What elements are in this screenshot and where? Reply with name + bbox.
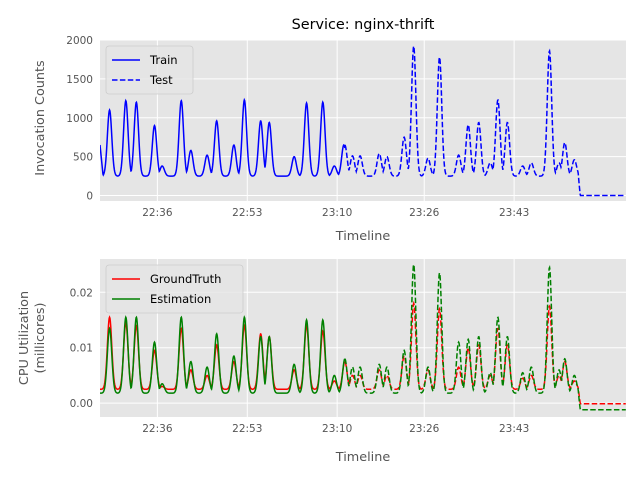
- series-line-train: [100, 97, 346, 177]
- x-tick-label: 23:43: [499, 423, 529, 435]
- x-tick-label: 23:26: [409, 423, 440, 435]
- y-axis-label-line-1: CPU Utilization: [17, 291, 32, 385]
- invocation-chart: Service: nginx-thrift 0 500 1000 1500 2000 2…: [33, 17, 626, 244]
- x-tick-label: 22:36: [142, 423, 173, 435]
- x-tick-labels: 22:36 22:53 23:10 23:26 23:43: [142, 423, 529, 435]
- series-line-groundtruth-projection: [344, 300, 626, 405]
- x-tick-label: 23:43: [499, 207, 529, 219]
- x-tick-label: 23:26: [409, 207, 440, 219]
- cpu-chart: 0.00 0.01 0.02 22:36 22:53 23:10 23:26 23:43 T…: [17, 259, 626, 465]
- x-axis-label: Timeline: [335, 450, 391, 465]
- legend-label: GroundTruth: [150, 272, 221, 286]
- legend-box: [105, 264, 244, 314]
- legend: GroundTruth Estimation: [105, 264, 244, 314]
- chart-title: Service: nginx-thrift: [292, 17, 435, 33]
- x-axis-label: Timeline: [335, 229, 391, 244]
- y-tick-label: 1000: [66, 113, 93, 125]
- y-tick-label: 0.02: [70, 287, 93, 299]
- y-tick-label: 1500: [66, 74, 93, 86]
- series-line-estimation-projection: [344, 264, 626, 411]
- legend-box: [105, 45, 194, 95]
- y-tick-labels: 0.00 0.01 0.02: [70, 287, 93, 410]
- y-tick-label: 0: [86, 191, 93, 203]
- series-group: [100, 46, 626, 197]
- y-tick-labels: 0 500 1000 1500 2000: [66, 35, 93, 203]
- x-tick-label: 23:10: [322, 423, 352, 435]
- x-tick-label: 22:36: [142, 207, 173, 219]
- series-line-test: [344, 46, 626, 197]
- y-axis-label: Invocation Counts: [33, 60, 48, 176]
- y-axis-label-line-2: (millicores): [33, 302, 48, 373]
- series-line-estimation: [100, 315, 346, 394]
- x-tick-labels: 22:36 22:53 23:10 23:26 23:43: [142, 207, 529, 219]
- x-tick-label: 22:53: [232, 423, 262, 435]
- x-tick-label: 22:53: [232, 207, 262, 219]
- y-tick-label: 2000: [66, 35, 93, 47]
- y-axis-label: CPU Utilization (millicores): [17, 291, 48, 385]
- legend-label: Test: [149, 73, 173, 87]
- y-tick-label: 0.01: [70, 343, 93, 355]
- series-group: [100, 264, 626, 411]
- y-tick-label: 0.00: [70, 398, 93, 410]
- legend: Train Test: [105, 45, 194, 95]
- legend-label: Train: [149, 53, 178, 67]
- y-tick-label: 500: [73, 152, 93, 164]
- x-tick-label: 23:10: [322, 207, 352, 219]
- legend-label: Estimation: [150, 292, 211, 306]
